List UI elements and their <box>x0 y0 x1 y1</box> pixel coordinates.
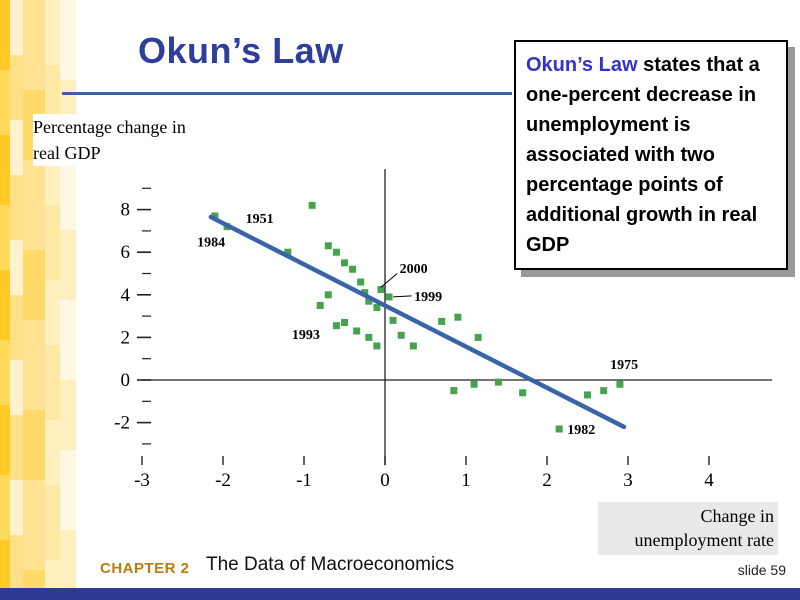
title-underline <box>62 92 512 95</box>
scatter-point <box>450 387 458 395</box>
y-axis-tick-label: 6 <box>121 242 131 263</box>
y-axis-tick-label: 4 <box>121 285 131 306</box>
scatter-point <box>308 201 316 209</box>
scatter-point <box>361 289 369 297</box>
slide-number-value: 59 <box>770 562 786 578</box>
scatter-point <box>324 291 332 299</box>
annotation-leader-line <box>393 295 412 298</box>
x-axis-tick-label: 2 <box>542 470 552 491</box>
x-axis-tick-label: 4 <box>704 470 714 491</box>
x-axis-tick-label: 3 <box>623 470 633 491</box>
slide-number-label: slide <box>737 562 767 578</box>
year-annotation: 1999 <box>414 290 442 305</box>
scatter-point <box>341 318 348 326</box>
y-axis-tick-label: 2 <box>121 327 131 348</box>
scatter-point <box>474 333 482 341</box>
scatter-point <box>385 293 393 301</box>
scatter-point <box>332 248 340 256</box>
year-annotation: 1982 <box>567 423 595 438</box>
scatter-point <box>454 313 462 321</box>
sidebar-stripe <box>0 0 10 600</box>
scatter-point <box>284 248 292 256</box>
footer-course-title: The Data of Macroeconomics <box>206 554 455 575</box>
scatter-point <box>365 333 373 341</box>
scatter-point <box>389 316 397 324</box>
page-title: Okun’s Law <box>138 30 344 71</box>
x-axis-tick-label: -1 <box>296 470 312 491</box>
y-axis-tick-label: 0 <box>121 370 131 391</box>
x-axis-tick-label: -2 <box>215 470 231 491</box>
slide-number: slide 59 <box>738 562 786 578</box>
scatter-point <box>377 285 385 293</box>
scatter-point <box>341 259 348 267</box>
y-axis-tick-label: -2 <box>114 413 130 434</box>
scatter-point <box>470 380 478 388</box>
bottom-accent-bar <box>0 588 800 600</box>
scatter-point <box>397 331 405 339</box>
scatter-point <box>409 342 417 350</box>
scatter-point <box>316 301 324 309</box>
y-axis-tick-label: 8 <box>121 200 131 221</box>
footer-chapter-label: CHAPTER 2 <box>100 560 190 577</box>
callout-term: Okun’s Law <box>526 54 638 76</box>
scatter-point <box>584 391 591 399</box>
year-annotation: 1975 <box>610 358 638 373</box>
scatter-point <box>353 327 361 335</box>
scatter-point <box>365 297 373 305</box>
scatter-point <box>211 212 219 220</box>
scatter-point <box>373 342 381 350</box>
scatter-point <box>324 242 332 250</box>
scatter-point <box>555 425 563 433</box>
sidebar-stripe <box>10 0 23 600</box>
scatter-point <box>357 278 365 286</box>
scatter-point <box>332 322 340 330</box>
scatter-point <box>494 378 502 386</box>
scatter-point <box>438 317 446 325</box>
scatter-point <box>349 265 357 273</box>
y-axis-label: Percentage change in real GDP <box>33 114 195 167</box>
okun-trend-line <box>208 214 627 430</box>
x-axis-label: Change in unemployment rate <box>598 502 778 555</box>
okuns-law-definition-box: Okun’s Law states that a one-percent dec… <box>514 40 788 270</box>
x-axis-tick-label: 0 <box>380 470 390 491</box>
callout-text: states that a one-percent decrease in un… <box>526 54 760 256</box>
x-axis-tick-label: -3 <box>134 470 150 491</box>
year-annotation: 2000 <box>400 262 428 277</box>
x-axis-tick-label: 1 <box>461 470 471 491</box>
scatter-point <box>600 387 608 395</box>
scatter-point <box>616 380 624 388</box>
scatter-point <box>519 389 527 397</box>
annotation-leader-line <box>380 273 398 288</box>
scatter-point <box>373 304 381 312</box>
year-annotation: 1951 <box>246 212 274 227</box>
year-annotation: 1984 <box>197 236 225 251</box>
year-annotation: 1993 <box>292 328 320 343</box>
